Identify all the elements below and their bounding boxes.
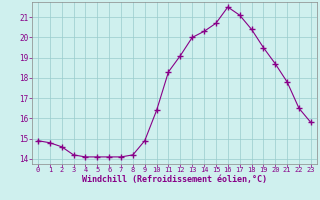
X-axis label: Windchill (Refroidissement éolien,°C): Windchill (Refroidissement éolien,°C) xyxy=(82,175,267,184)
